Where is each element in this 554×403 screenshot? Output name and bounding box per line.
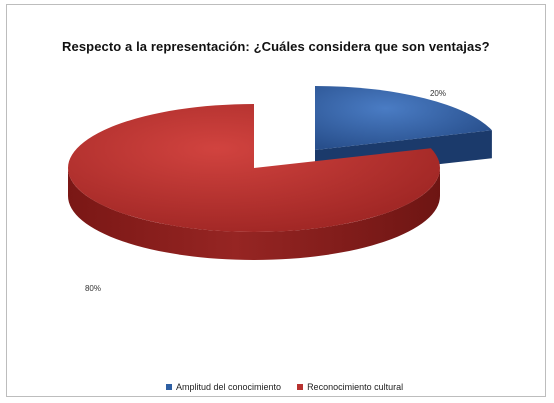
slice-amplitud-top: [315, 86, 492, 150]
legend-swatch-amplitud: [166, 384, 172, 390]
chart-title: Respecto a la representación: ¿Cuáles co…: [62, 39, 490, 54]
legend-label-amplitud: Amplitud del conocimiento: [176, 382, 282, 392]
slice-reconocimiento-side: [68, 168, 440, 260]
legend: Amplitud del conocimiento Reconocimiento…: [166, 382, 403, 392]
legend-label-reconocimiento: Reconocimiento cultural: [307, 382, 404, 392]
legend-item-amplitud: Amplitud del conocimiento: [166, 382, 281, 392]
data-label-reconocimiento: 80%: [85, 284, 101, 293]
data-label-amplitud: 20%: [430, 89, 446, 98]
legend-item-reconocimiento: Reconocimiento cultural: [297, 382, 403, 392]
slice-reconocimiento: [68, 104, 441, 260]
slice-reconocimiento-top: [68, 104, 441, 232]
legend-swatch-reconocimiento: [297, 384, 304, 390]
